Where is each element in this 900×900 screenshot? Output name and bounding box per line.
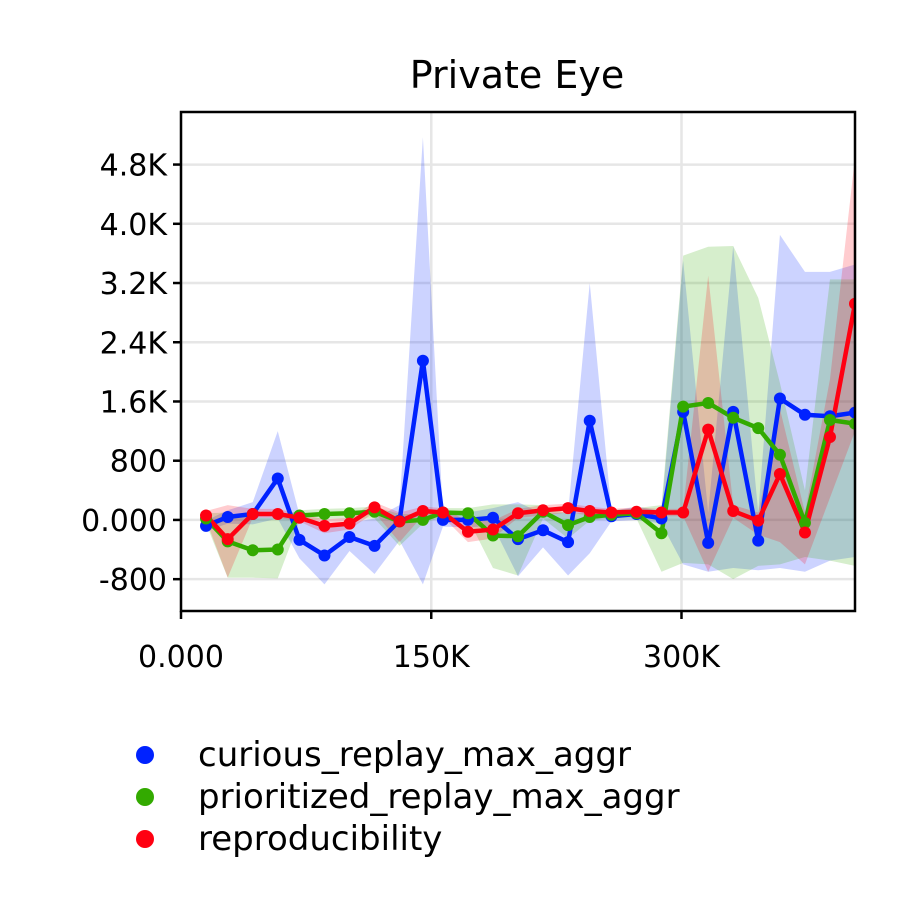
data-point-curious_replay_max_aggr xyxy=(221,510,234,523)
data-point-reproducibility xyxy=(393,515,406,528)
data-point-reproducibility xyxy=(537,504,550,517)
data-point-prioritized_replay_max_aggr xyxy=(677,400,690,413)
chart-title: Private Eye xyxy=(410,53,624,97)
data-point-reproducibility xyxy=(318,519,331,532)
data-point-reproducibility xyxy=(702,423,715,436)
data-point-curious_replay_max_aggr xyxy=(773,392,786,405)
data-point-reproducibility xyxy=(849,297,855,310)
plot-area xyxy=(200,137,855,585)
data-point-reproducibility xyxy=(727,505,740,518)
legend-marker xyxy=(136,788,154,806)
data-point-reproducibility xyxy=(798,526,811,539)
data-point-prioritized_replay_max_aggr xyxy=(655,527,668,540)
data-point-reproducibility xyxy=(605,506,618,519)
x-tick-label: 300K xyxy=(643,640,721,675)
data-point-prioritized_replay_max_aggr xyxy=(562,519,575,532)
data-point-reproducibility xyxy=(416,505,429,518)
series-line-prioritized_replay_max_aggr xyxy=(204,400,855,553)
data-point-reproducibility xyxy=(512,507,524,520)
data-point-curious_replay_max_aggr xyxy=(343,530,356,543)
data-point-prioritized_replay_max_aggr xyxy=(849,417,855,430)
band-prioritized_replay_max_aggr xyxy=(206,246,855,580)
data-point-reproducibility xyxy=(436,506,449,519)
data-point-prioritized_replay_max_aggr xyxy=(271,543,284,556)
data-point-prioritized_replay_max_aggr xyxy=(773,448,786,461)
points-layer xyxy=(200,297,855,562)
data-point-reproducibility xyxy=(752,514,765,527)
data-point-curious_replay_max_aggr xyxy=(702,536,715,549)
y-axis: -800 0.000 800 1.6K 2.4K 3.2K 4.0K 4.8K xyxy=(81,149,181,598)
data-point-reproducibility xyxy=(368,501,381,514)
y-tick-label: 4.0K xyxy=(100,208,169,243)
data-point-prioritized_replay_max_aggr xyxy=(798,516,811,529)
x-axis: 0.000 150K 300K xyxy=(138,611,721,675)
y-tick-label: 4.8K xyxy=(100,149,169,184)
data-point-prioritized_replay_max_aggr xyxy=(246,544,259,557)
data-point-reproducibility xyxy=(655,506,668,519)
data-point-prioritized_replay_max_aggr xyxy=(727,411,740,424)
data-point-curious_replay_max_aggr xyxy=(583,414,596,427)
legend-label: reproducibility xyxy=(198,819,442,859)
y-tick-label: 2.4K xyxy=(100,326,169,361)
series-line-curious_replay_max_aggr xyxy=(205,358,855,558)
data-point-curious_replay_max_aggr xyxy=(368,539,381,552)
data-point-prioritized_replay_max_aggr xyxy=(823,413,836,426)
data-point-curious_replay_max_aggr xyxy=(486,511,499,524)
data-point-reproducibility xyxy=(630,505,643,518)
legend-marker xyxy=(136,830,154,848)
data-point-curious_replay_max_aggr xyxy=(562,536,575,549)
legend-label: curious_replay_max_aggr xyxy=(198,735,631,775)
data-point-reproducibility xyxy=(773,468,786,481)
legend-label: prioritized_replay_max_aggr xyxy=(198,777,680,817)
data-point-prioritized_replay_max_aggr xyxy=(752,422,765,435)
data-point-prioritized_replay_max_aggr xyxy=(343,507,356,520)
data-point-reproducibility xyxy=(246,508,259,521)
data-point-prioritized_replay_max_aggr xyxy=(702,396,715,409)
legend: curious_replay_max_aggrprioritized_repla… xyxy=(136,735,680,859)
data-point-reproducibility xyxy=(271,508,284,521)
data-point-prioritized_replay_max_aggr xyxy=(416,513,429,526)
data-point-reproducibility xyxy=(221,533,234,546)
data-point-prioritized_replay_max_aggr xyxy=(512,530,524,543)
data-point-reproducibility xyxy=(486,523,499,536)
y-tick-label: 3.2K xyxy=(100,267,169,302)
y-tick-label: 0.000 xyxy=(81,504,167,539)
legend-marker xyxy=(136,746,154,764)
y-tick-label: -800 xyxy=(99,563,167,598)
data-point-reproducibility xyxy=(293,511,306,524)
data-point-reproducibility xyxy=(583,505,596,518)
data-point-reproducibility xyxy=(200,509,213,522)
lines-layer xyxy=(204,303,855,558)
data-point-prioritized_replay_max_aggr xyxy=(461,507,474,520)
data-point-reproducibility xyxy=(677,506,690,519)
data-point-curious_replay_max_aggr xyxy=(537,524,550,537)
data-point-curious_replay_max_aggr xyxy=(271,472,284,485)
y-tick-label: 800 xyxy=(110,445,167,480)
data-point-reproducibility xyxy=(562,502,575,515)
data-point-curious_replay_max_aggr xyxy=(416,354,429,367)
x-tick-label: 150K xyxy=(393,640,471,675)
data-point-curious_replay_max_aggr xyxy=(849,406,855,419)
data-point-curious_replay_max_aggr xyxy=(798,408,811,421)
data-point-reproducibility xyxy=(461,525,474,538)
data-point-reproducibility xyxy=(823,431,836,444)
data-point-curious_replay_max_aggr xyxy=(318,549,331,562)
x-tick-label: 0.000 xyxy=(138,640,224,675)
y-tick-label: 1.6K xyxy=(100,385,169,420)
data-point-curious_replay_max_aggr xyxy=(293,533,306,546)
data-point-reproducibility xyxy=(343,517,356,530)
series-line-reproducibility xyxy=(204,303,855,542)
plot-frame xyxy=(179,110,857,613)
data-point-curious_replay_max_aggr xyxy=(752,534,765,547)
data-point-prioritized_replay_max_aggr xyxy=(318,508,331,521)
